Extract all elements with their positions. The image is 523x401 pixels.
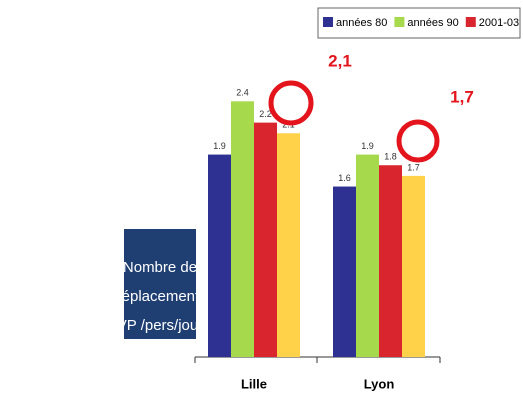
- data-label: 1.8: [384, 152, 397, 162]
- x-tick-label: Lyon: [364, 376, 395, 391]
- y-label: déplacements: [113, 288, 206, 305]
- legend-label: années 80: [336, 17, 387, 29]
- legend-box: [317, 7, 521, 39]
- legend-swatch: [394, 17, 405, 27]
- annotation: 1,7: [450, 87, 474, 106]
- data-label: 1.7: [407, 162, 420, 172]
- highlight-circle: [268, 80, 314, 126]
- y-label: Nombre de: [123, 259, 197, 276]
- legend-swatch: [465, 17, 476, 27]
- data-label: 1.6: [338, 173, 351, 183]
- label-box: [124, 229, 196, 339]
- legend-label: 2001-03: [479, 17, 519, 29]
- data-label: 2.2: [259, 109, 272, 119]
- bar: [333, 186, 356, 357]
- data-label: 1.9: [213, 141, 226, 151]
- bar: [402, 175, 425, 357]
- legend-swatch: [323, 17, 333, 27]
- bar: [356, 154, 379, 357]
- bar: [208, 154, 231, 357]
- x-tick-label: Lille: [241, 376, 267, 391]
- bar: [277, 133, 300, 357]
- bar: [379, 165, 402, 357]
- annotation: 2,1: [328, 51, 352, 70]
- data-label: 2.4: [236, 88, 249, 98]
- highlight-circle: [396, 119, 440, 163]
- bar: [231, 101, 254, 357]
- bar: [254, 122, 277, 357]
- y-label: VP /pers/jour: [117, 317, 203, 334]
- data-label: 1.9: [361, 141, 374, 151]
- legend-label: années 90: [407, 17, 458, 29]
